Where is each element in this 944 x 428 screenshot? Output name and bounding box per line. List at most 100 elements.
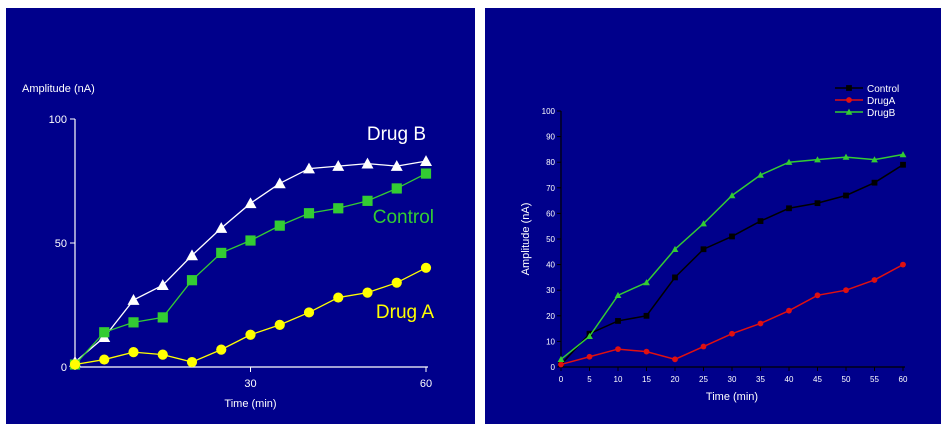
data-point-drugb xyxy=(700,220,707,227)
data-point-druga xyxy=(643,348,650,355)
data-point-control xyxy=(615,318,621,324)
x-tick-label: 15 xyxy=(642,375,651,384)
y-tick-label: 80 xyxy=(546,158,555,167)
y-tick-label: 60 xyxy=(546,209,555,218)
data-point-drugb xyxy=(586,332,593,339)
data-point-drug-a xyxy=(128,347,139,358)
data-point-control xyxy=(672,274,678,281)
legend-marker-control xyxy=(846,85,852,91)
data-point-drug-b xyxy=(390,160,403,171)
data-point-drug-a xyxy=(391,277,402,288)
data-point-control xyxy=(871,179,878,186)
data-point-drug-b xyxy=(186,249,198,261)
x-tick-label: 0 xyxy=(559,375,564,384)
data-point-drug-b xyxy=(420,155,432,166)
data-point-drug-a xyxy=(245,329,256,340)
data-point-control xyxy=(814,200,821,207)
data-point-drugb xyxy=(643,279,650,286)
data-point-drugb xyxy=(757,171,764,178)
right-chart-panel: 0 10 20 30 40 50 60 70 80 90 100 0 5 10 15 20 25 30 35 40 45… xyxy=(485,8,941,424)
series-line-drugb xyxy=(560,153,904,360)
x-tick-label: 50 xyxy=(842,375,851,384)
y-axis-label: Amplitude (nA) xyxy=(520,203,532,276)
data-point-control xyxy=(216,247,227,259)
x-axis-label: Time (min) xyxy=(224,398,276,410)
left-chart: 0 50 100 30 60 Amplitude (nA) Time (min) Drug B… xyxy=(22,83,434,410)
data-point-control xyxy=(729,233,735,240)
x-tick-label: 40 xyxy=(785,375,794,384)
data-point-drug-b xyxy=(303,162,315,174)
data-point-control xyxy=(157,312,168,323)
data-point-druga xyxy=(814,292,821,299)
data-point-druga xyxy=(757,320,764,327)
y-tick-label: 0 xyxy=(551,363,556,372)
data-point-drugb xyxy=(842,153,850,160)
data-point-drug-b xyxy=(332,160,345,171)
data-point-drug-b xyxy=(361,157,374,169)
data-point-control xyxy=(700,246,707,253)
data-point-drug-a xyxy=(362,287,373,298)
x-tick-label: 60 xyxy=(420,378,432,390)
data-point-druga xyxy=(615,346,621,352)
data-point-drug-a xyxy=(69,359,81,370)
data-point-drugb xyxy=(671,245,679,252)
data-point-control xyxy=(843,192,849,199)
right-chart: 0 10 20 30 40 50 60 70 80 90 100 0 5 10 15 20 25 30 35 40 45… xyxy=(520,84,908,403)
y-tick-label: 30 xyxy=(546,286,555,295)
y-tick-label: 50 xyxy=(546,235,555,244)
data-point-drug-a xyxy=(420,262,432,273)
x-tick-label: 55 xyxy=(870,375,879,384)
data-point-druga xyxy=(558,361,564,368)
y-tick-label: 100 xyxy=(49,114,67,126)
data-point-control xyxy=(186,275,198,286)
data-point-druga xyxy=(871,277,878,283)
data-point-control xyxy=(420,168,432,179)
series-label-control: Control xyxy=(373,207,434,228)
y-tick-label: 20 xyxy=(546,312,555,321)
x-tick-label: 25 xyxy=(699,375,708,384)
data-point-control xyxy=(303,208,315,219)
data-point-control xyxy=(900,161,906,168)
data-point-drugb xyxy=(557,355,565,363)
data-point-drugb xyxy=(614,291,622,299)
x-axis-label: Time (min) xyxy=(706,391,758,403)
y-axis-label: Amplitude (nA) xyxy=(22,83,95,95)
x-tick-label: 5 xyxy=(587,375,592,384)
x-tick-label: 45 xyxy=(813,375,822,384)
data-point-drug-a xyxy=(303,307,315,318)
y-tick-label: 40 xyxy=(546,261,555,270)
x-tick-label: 30 xyxy=(728,375,737,384)
x-tick-label: 60 xyxy=(899,375,908,384)
data-point-control xyxy=(786,205,792,212)
data-point-control xyxy=(245,235,256,246)
data-point-druga xyxy=(586,353,593,360)
data-point-control xyxy=(128,317,139,328)
x-tick-label: 30 xyxy=(244,378,256,390)
data-point-drugb xyxy=(785,158,793,165)
legend-marker-drugb xyxy=(845,108,853,115)
data-point-druga xyxy=(843,287,849,294)
data-point-druga xyxy=(900,261,906,268)
data-point-drug-a xyxy=(216,344,227,355)
x-tick-label: 10 xyxy=(614,375,623,384)
y-tick-label: 0 xyxy=(61,362,67,374)
data-point-drug-b xyxy=(127,294,140,305)
data-point-drug-b xyxy=(215,222,228,233)
data-point-control xyxy=(391,183,402,194)
x-tick-label: 35 xyxy=(756,375,765,384)
legend-label-control: Control xyxy=(867,84,899,95)
legend-marker-druga xyxy=(846,97,852,103)
data-point-drug-a xyxy=(274,319,285,330)
data-point-drug-a xyxy=(157,349,168,360)
data-point-control xyxy=(643,312,650,319)
legend-label-druga: DrugA xyxy=(867,96,896,107)
series-label-drug-a: Drug A xyxy=(376,302,434,323)
data-point-druga xyxy=(700,343,707,350)
x-tick-label: 20 xyxy=(671,375,680,384)
data-point-control xyxy=(757,218,764,224)
data-point-drugb xyxy=(728,192,736,199)
series-label-drug-b: Drug B xyxy=(367,124,426,145)
y-tick-label: 50 xyxy=(55,238,67,250)
y-tick-label: 90 xyxy=(546,133,555,142)
data-point-druga xyxy=(672,356,678,363)
